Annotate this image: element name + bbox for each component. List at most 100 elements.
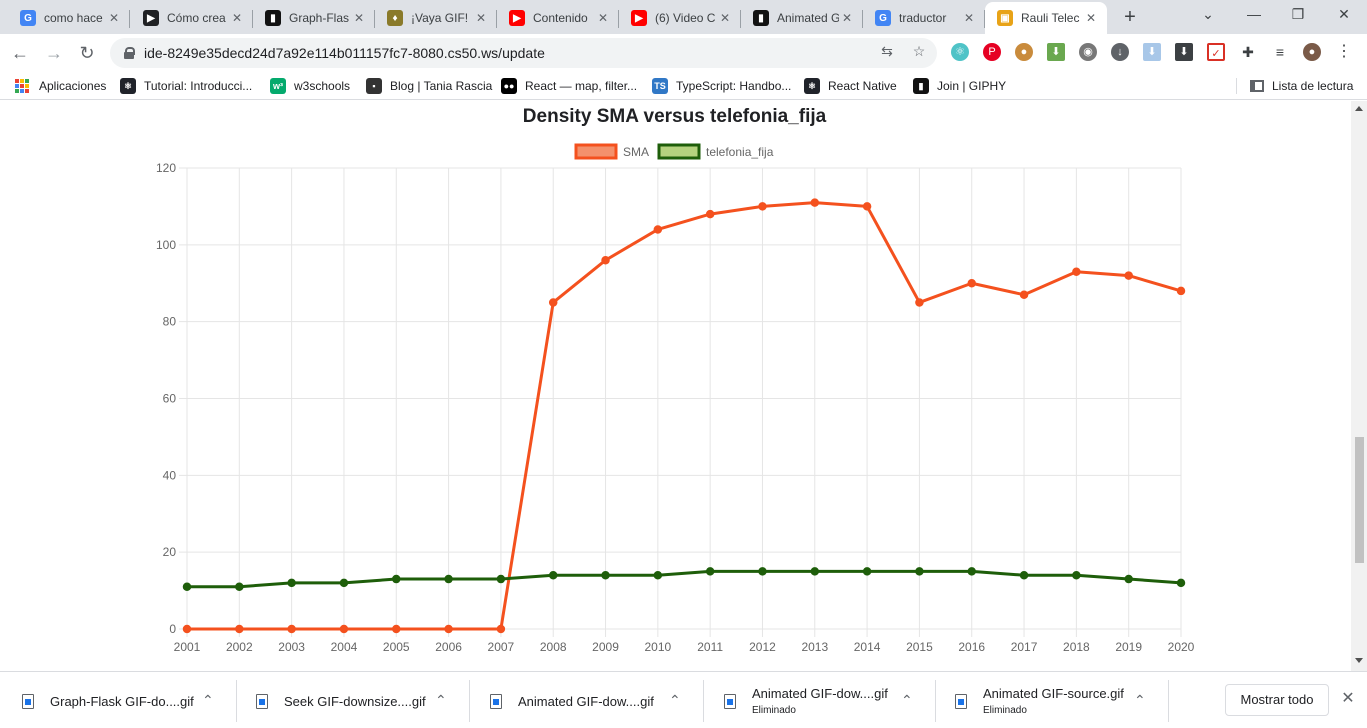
window-close-icon[interactable]: ✕ bbox=[1338, 6, 1350, 22]
scroll-up-arrow-icon[interactable] bbox=[1355, 106, 1363, 111]
download-text: Animated GIF-dow....gif bbox=[518, 694, 654, 709]
data-point-SMA bbox=[1176, 286, 1186, 296]
bookmark-item[interactable]: ⚛ React Native bbox=[804, 76, 897, 96]
download-text: Animated GIF-dow....gif Eliminado bbox=[752, 686, 888, 716]
tab-separator bbox=[984, 10, 985, 28]
data-point-SMA bbox=[1072, 267, 1081, 276]
data-point-SMA bbox=[810, 198, 820, 207]
minimize-icon[interactable]: — bbox=[1247, 6, 1261, 22]
y-tick-label: 120 bbox=[156, 161, 176, 175]
data-point-telefonia_fija bbox=[862, 567, 872, 576]
download-item[interactable]: Animated GIF-dow....gif Eliminado ⌃ bbox=[724, 680, 924, 722]
page-scrollbar[interactable] bbox=[1351, 101, 1367, 671]
line-chart: 0 20 40 60 80 100 120 2001 2002 2003 2004 2005 2006 2… bbox=[156, 143, 1195, 654]
download-item[interactable]: Graph-Flask GIF-do....gif ⌃ bbox=[22, 680, 222, 722]
data-point-SMA bbox=[496, 624, 506, 634]
bookmark-item[interactable]: TS TypeScript: Handbo... bbox=[652, 76, 791, 96]
bookmark-item[interactable]: ▪ Blog | Tania Rascia bbox=[366, 76, 492, 96]
bookmark-item[interactable]: ⚛ Tutorial: Introducci... bbox=[120, 76, 252, 96]
giphy-icon: ▮ bbox=[753, 10, 769, 26]
extension-pinterest-icon[interactable]: P bbox=[983, 43, 1001, 61]
browser-tab[interactable]: ▣ Rauli Telec ✕ bbox=[985, 2, 1107, 34]
download-item[interactable]: Animated GIF-dow....gif ⌃ bbox=[490, 680, 690, 722]
tab-search-icon[interactable]: ⌄ bbox=[1202, 6, 1214, 22]
series-line-SMA bbox=[187, 201, 1182, 631]
y-tick-label: 20 bbox=[163, 545, 177, 559]
back-arrow-icon[interactable]: ← bbox=[11, 43, 29, 63]
bookmark-item[interactable]: w³ w3schools bbox=[270, 76, 350, 96]
browser-menu-icon[interactable]: ⋮ bbox=[1335, 43, 1353, 61]
new-tab-button[interactable]: + bbox=[1124, 6, 1136, 28]
bookmarks-separator bbox=[1236, 78, 1237, 94]
lock-icon[interactable] bbox=[124, 47, 135, 59]
bookmark-star-icon[interactable]: ☆ bbox=[912, 43, 926, 59]
address-bar[interactable]: ide-8249e35decd24d7a92e114b011157fc7-808… bbox=[110, 38, 937, 68]
browser-tab[interactable]: ▮ Graph-Flas ✕ bbox=[253, 2, 375, 34]
scroll-down-arrow-icon[interactable] bbox=[1355, 658, 1363, 663]
tab-close-icon[interactable]: ✕ bbox=[1085, 11, 1097, 25]
tab-title: Cómo crea bbox=[167, 11, 226, 25]
series-line-telefonia_fija bbox=[187, 569, 1182, 589]
browser-tab[interactable]: ♦ ¡Vaya GIF! ✕ bbox=[375, 2, 497, 34]
x-tick-label: 2013 bbox=[801, 640, 828, 654]
extension-cookie-icon[interactable]: ● bbox=[1015, 43, 1033, 61]
data-point-telefonia_fija bbox=[758, 567, 767, 576]
show-all-button[interactable]: Mostrar todo bbox=[1225, 684, 1329, 716]
reload-icon[interactable]: ↻ bbox=[79, 43, 95, 63]
close-downloads-icon[interactable]: ✕ bbox=[1341, 690, 1355, 707]
bookmark-item[interactable]: ▮ Join | GIPHY bbox=[913, 76, 1006, 96]
download-item[interactable]: Seek GIF-downsize....gif ⌃ bbox=[256, 680, 456, 722]
x-tick-label: 2009 bbox=[592, 640, 619, 654]
tab-close-icon[interactable]: ✕ bbox=[597, 11, 609, 25]
avatar[interactable]: ● bbox=[1303, 43, 1321, 61]
media-control-icon[interactable]: ≡ bbox=[1271, 43, 1289, 61]
browser-tab[interactable]: ▮ Animated G ✕ bbox=[741, 2, 863, 34]
y-tick-label: 80 bbox=[163, 315, 177, 329]
tab-separator bbox=[862, 10, 863, 28]
restore-icon[interactable]: ❐ bbox=[1291, 6, 1305, 22]
browser-tab[interactable]: ▶ Cómo crea ✕ bbox=[131, 2, 253, 34]
react-icon: ⚛ bbox=[804, 78, 820, 94]
extension-download-circle-icon[interactable]: ↓ bbox=[1111, 43, 1129, 61]
tab-close-icon[interactable]: ✕ bbox=[108, 11, 120, 25]
chevron-up-icon[interactable]: ⌃ bbox=[1134, 692, 1146, 708]
extension-download-green-icon[interactable]: ⬇ bbox=[1047, 43, 1065, 61]
tab-close-icon[interactable]: ✕ bbox=[719, 11, 731, 25]
translate-icon[interactable]: ⇆ bbox=[881, 43, 893, 59]
download-text: Animated GIF-source.gif Eliminado bbox=[983, 686, 1124, 716]
tab-close-icon[interactable]: ✕ bbox=[963, 11, 975, 25]
tab-close-icon[interactable]: ✕ bbox=[353, 11, 365, 25]
chevron-up-icon[interactable]: ⌃ bbox=[435, 692, 447, 708]
download-separator bbox=[935, 680, 936, 722]
extension-download-blue-icon[interactable]: ⬇ bbox=[1143, 43, 1161, 61]
tab-title: Graph-Flas bbox=[289, 11, 350, 25]
tab-close-icon[interactable]: ✕ bbox=[475, 11, 487, 25]
forward-arrow-icon[interactable]: → bbox=[45, 43, 63, 63]
youtube-icon: ▶ bbox=[509, 10, 525, 26]
extension-film-icon[interactable]: ◉ bbox=[1079, 43, 1097, 61]
tab-close-icon[interactable]: ✕ bbox=[841, 11, 853, 25]
bookmark-item[interactable]: ●● React — map, filter... bbox=[501, 76, 637, 96]
data-point-telefonia_fija bbox=[705, 567, 715, 576]
download-item[interactable]: Animated GIF-source.gif Eliminado ⌃ bbox=[955, 680, 1155, 722]
bookmark-item[interactable]: Aplicaciones bbox=[15, 76, 106, 96]
chevron-up-icon[interactable]: ⌃ bbox=[202, 692, 214, 708]
chevron-up-icon[interactable]: ⌃ bbox=[669, 692, 681, 708]
tab-title: traductor bbox=[899, 11, 947, 25]
extension-pocket-icon[interactable]: ✓ bbox=[1207, 43, 1225, 61]
download-status: Eliminado bbox=[752, 705, 796, 716]
chevron-up-icon[interactable]: ⌃ bbox=[901, 692, 913, 708]
reading-list-button[interactable]: Lista de lectura bbox=[1250, 76, 1353, 96]
browser-tab[interactable]: ▶ Contenido ✕ bbox=[497, 2, 619, 34]
extension-react-icon[interactable]: ⚛ bbox=[951, 43, 969, 61]
browser-tab[interactable]: ▶ (6) Video C ✕ bbox=[619, 2, 741, 34]
react-icon: ⚛ bbox=[120, 78, 136, 94]
bookmark-label: Join | GIPHY bbox=[937, 79, 1007, 93]
data-point-SMA bbox=[1124, 271, 1133, 280]
tab-close-icon[interactable]: ✕ bbox=[231, 11, 243, 25]
scrollbar-thumb[interactable] bbox=[1355, 437, 1364, 563]
extensions-puzzle-icon[interactable]: ✚ bbox=[1239, 43, 1257, 61]
extension-download-dark-icon[interactable]: ⬇ bbox=[1175, 43, 1193, 61]
